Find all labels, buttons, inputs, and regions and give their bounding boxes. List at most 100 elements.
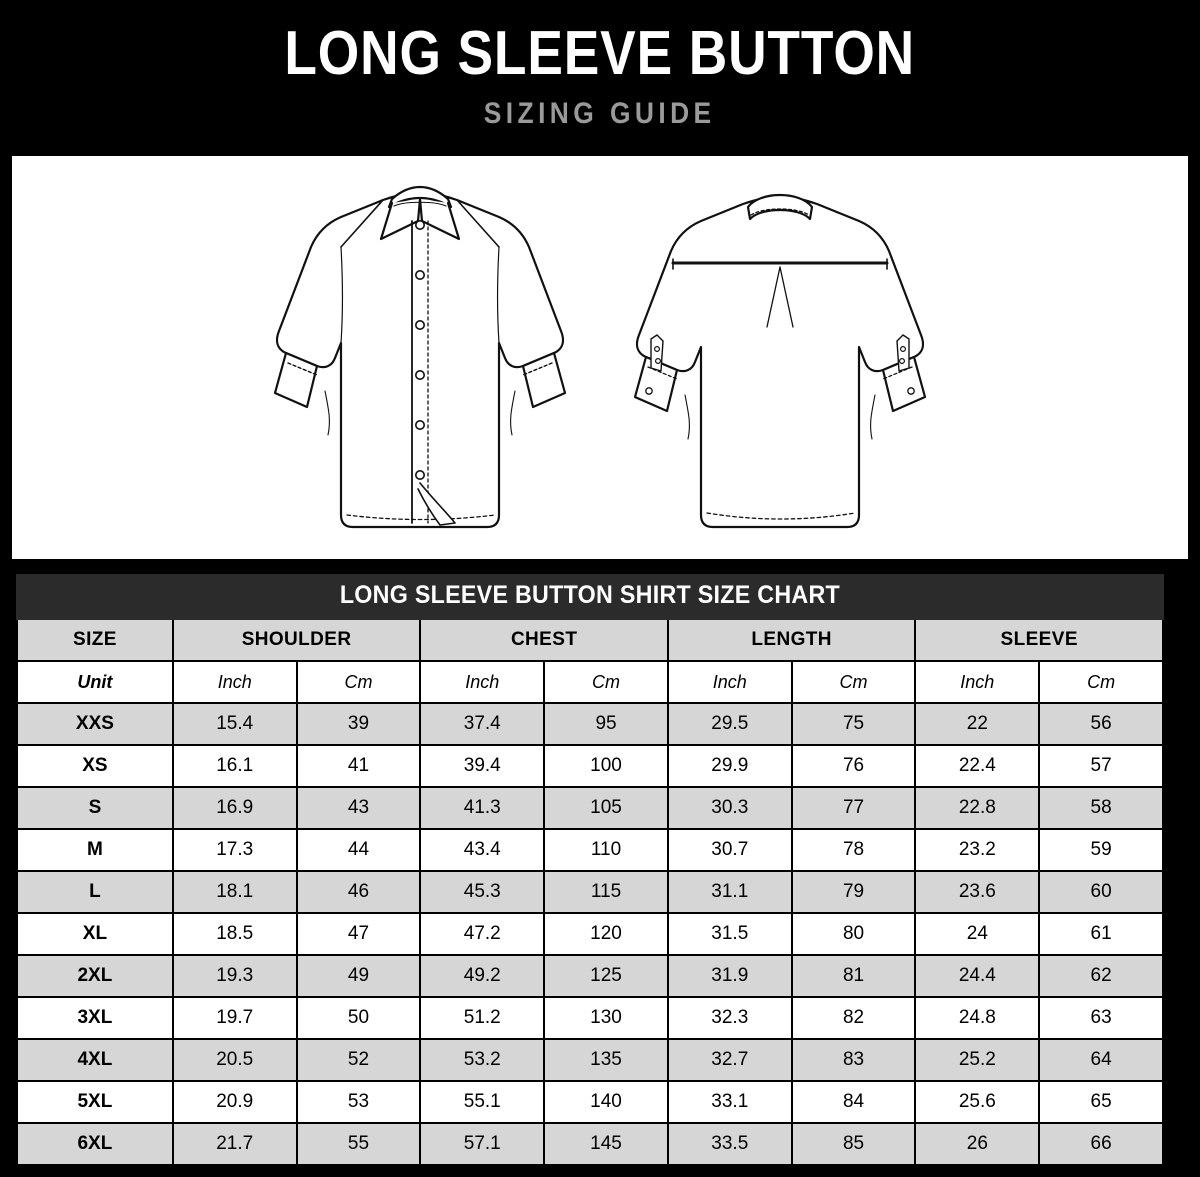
cell-xs-length-cm: 76 bbox=[790, 744, 917, 788]
size-label-xs: XS bbox=[16, 744, 174, 788]
cell-xxs-length-inch: 29.5 bbox=[666, 702, 793, 746]
cell-l-chest-cm: 115 bbox=[543, 870, 669, 914]
unit-row-label: Unit bbox=[16, 660, 174, 704]
cell-s-shoulder-cm: 43 bbox=[295, 786, 422, 830]
cell-s-sleeve-cm: 58 bbox=[1038, 786, 1164, 830]
cell-xl-length-cm: 80 bbox=[790, 912, 917, 956]
unit-header-row: Unit Inch Cm Inch Cm Inch Cm Inch Cm bbox=[16, 660, 1164, 704]
cell-4xl-chest-cm: 135 bbox=[543, 1038, 669, 1082]
cell-6xl-sleeve-inch: 26 bbox=[914, 1122, 1041, 1166]
table-row: 3XL 19.7 50 51.2 130 32.3 82 24.8 63 bbox=[16, 996, 1164, 1040]
cell-s-length-cm: 77 bbox=[790, 786, 917, 830]
cell-m-length-cm: 78 bbox=[790, 828, 917, 872]
cell-s-sleeve-inch: 22.8 bbox=[914, 786, 1041, 830]
cell-xs-shoulder-inch: 16.1 bbox=[171, 744, 298, 788]
cell-3xl-chest-inch: 51.2 bbox=[419, 996, 546, 1040]
illustration-panel bbox=[11, 155, 1189, 560]
cell-xxs-shoulder-inch: 15.4 bbox=[171, 702, 298, 746]
unit-length-cm: Cm bbox=[790, 660, 917, 704]
cell-2xl-shoulder-inch: 19.3 bbox=[171, 954, 298, 998]
cell-3xl-sleeve-inch: 24.8 bbox=[914, 996, 1041, 1040]
cell-3xl-sleeve-cm: 63 bbox=[1038, 996, 1164, 1040]
unit-sleeve-cm: Cm bbox=[1038, 660, 1164, 704]
cell-xl-sleeve-cm: 61 bbox=[1038, 912, 1164, 956]
cell-3xl-chest-cm: 130 bbox=[543, 996, 669, 1040]
chart-title-row: LONG SLEEVE BUTTON SHIRT SIZE CHART bbox=[16, 574, 1164, 620]
table-row: L 18.1 46 45.3 115 31.1 79 23.6 60 bbox=[16, 870, 1164, 914]
unit-chest-cm: Cm bbox=[543, 660, 669, 704]
size-label-4xl: 4XL bbox=[16, 1038, 174, 1082]
size-label-2xl: 2XL bbox=[16, 954, 174, 998]
column-group-chest: CHEST bbox=[419, 618, 669, 662]
cell-xs-chest-cm: 100 bbox=[543, 744, 669, 788]
cell-m-chest-cm: 110 bbox=[543, 828, 669, 872]
shirt-back-illustration bbox=[633, 193, 927, 528]
cell-4xl-sleeve-cm: 64 bbox=[1038, 1038, 1164, 1082]
unit-length-inch: Inch bbox=[666, 660, 793, 704]
table-row: 4XL 20.5 52 53.2 135 32.7 83 25.2 64 bbox=[16, 1038, 1164, 1082]
size-label-5xl: 5XL bbox=[16, 1080, 174, 1124]
cell-xl-shoulder-cm: 47 bbox=[295, 912, 422, 956]
cell-5xl-length-inch: 33.1 bbox=[666, 1080, 793, 1124]
cell-s-chest-inch: 41.3 bbox=[419, 786, 546, 830]
chart-title-text: LONG SLEEVE BUTTON SHIRT SIZE CHART bbox=[339, 581, 841, 609]
size-label-6xl: 6XL bbox=[16, 1122, 174, 1166]
cell-5xl-shoulder-cm: 53 bbox=[295, 1080, 422, 1124]
cell-xs-sleeve-inch: 22.4 bbox=[914, 744, 1041, 788]
cell-3xl-shoulder-inch: 19.7 bbox=[171, 996, 298, 1040]
cell-6xl-length-inch: 33.5 bbox=[666, 1122, 793, 1166]
page-title: LONG SLEEVE BUTTON bbox=[284, 18, 916, 88]
table-row: 5XL 20.9 53 55.1 140 33.1 84 25.6 65 bbox=[16, 1080, 1164, 1124]
cell-l-length-inch: 31.1 bbox=[666, 870, 793, 914]
table-row: XXS 15.4 39 37.4 95 29.5 75 22 56 bbox=[16, 702, 1164, 746]
cell-xs-sleeve-cm: 57 bbox=[1038, 744, 1164, 788]
table-row: S 16.9 43 41.3 105 30.3 77 22.8 58 bbox=[16, 786, 1164, 830]
table-row: XS 16.1 41 39.4 100 29.9 76 22.4 57 bbox=[16, 744, 1164, 788]
cell-l-sleeve-cm: 60 bbox=[1038, 870, 1164, 914]
cell-4xl-chest-inch: 53.2 bbox=[419, 1038, 546, 1082]
cell-4xl-length-cm: 83 bbox=[790, 1038, 917, 1082]
size-label-m: M bbox=[16, 828, 174, 872]
size-chart-container: LONG SLEEVE BUTTON SHIRT SIZE CHART SIZE… bbox=[14, 572, 1166, 1168]
size-chart-table: LONG SLEEVE BUTTON SHIRT SIZE CHART SIZE… bbox=[16, 574, 1164, 1166]
cell-2xl-sleeve-cm: 62 bbox=[1038, 954, 1164, 998]
cell-4xl-shoulder-inch: 20.5 bbox=[171, 1038, 298, 1082]
cell-l-shoulder-cm: 46 bbox=[295, 870, 422, 914]
cell-m-length-inch: 30.7 bbox=[666, 828, 793, 872]
cell-m-sleeve-cm: 59 bbox=[1038, 828, 1164, 872]
cell-5xl-sleeve-cm: 65 bbox=[1038, 1080, 1164, 1124]
cell-6xl-chest-cm: 145 bbox=[543, 1122, 669, 1166]
cell-6xl-shoulder-inch: 21.7 bbox=[171, 1122, 298, 1166]
cell-2xl-shoulder-cm: 49 bbox=[295, 954, 422, 998]
column-group-sleeve: SLEEVE bbox=[914, 618, 1164, 662]
cell-l-length-cm: 79 bbox=[790, 870, 917, 914]
cell-xxs-shoulder-cm: 39 bbox=[295, 702, 422, 746]
size-label-3xl: 3XL bbox=[16, 996, 174, 1040]
cell-3xl-length-cm: 82 bbox=[790, 996, 917, 1040]
unit-shoulder-inch: Inch bbox=[171, 660, 298, 704]
cell-xxs-sleeve-cm: 56 bbox=[1038, 702, 1164, 746]
page-subtitle: SIZING GUIDE bbox=[484, 96, 716, 130]
cell-5xl-sleeve-inch: 25.6 bbox=[914, 1080, 1041, 1124]
cell-6xl-chest-inch: 57.1 bbox=[419, 1122, 546, 1166]
unit-shoulder-cm: Cm bbox=[295, 660, 422, 704]
cell-6xl-length-cm: 85 bbox=[790, 1122, 917, 1166]
cell-2xl-length-cm: 81 bbox=[790, 954, 917, 998]
cell-2xl-chest-cm: 125 bbox=[543, 954, 669, 998]
shirt-front-illustration bbox=[273, 185, 567, 528]
cell-2xl-chest-inch: 49.2 bbox=[419, 954, 546, 998]
cell-5xl-length-cm: 84 bbox=[790, 1080, 917, 1124]
cell-l-chest-inch: 45.3 bbox=[419, 870, 546, 914]
table-row: M 17.3 44 43.4 110 30.7 78 23.2 59 bbox=[16, 828, 1164, 872]
table-row: 2XL 19.3 49 49.2 125 31.9 81 24.4 62 bbox=[16, 954, 1164, 998]
cell-4xl-shoulder-cm: 52 bbox=[295, 1038, 422, 1082]
column-header-size: SIZE bbox=[16, 618, 174, 662]
cell-2xl-sleeve-inch: 24.4 bbox=[914, 954, 1041, 998]
table-row: 6XL 21.7 55 57.1 145 33.5 85 26 66 bbox=[16, 1122, 1164, 1166]
cell-4xl-sleeve-inch: 25.2 bbox=[914, 1038, 1041, 1082]
cell-5xl-chest-cm: 140 bbox=[543, 1080, 669, 1124]
cell-l-sleeve-inch: 23.6 bbox=[914, 870, 1041, 914]
cell-l-shoulder-inch: 18.1 bbox=[171, 870, 298, 914]
cell-3xl-length-inch: 32.3 bbox=[666, 996, 793, 1040]
